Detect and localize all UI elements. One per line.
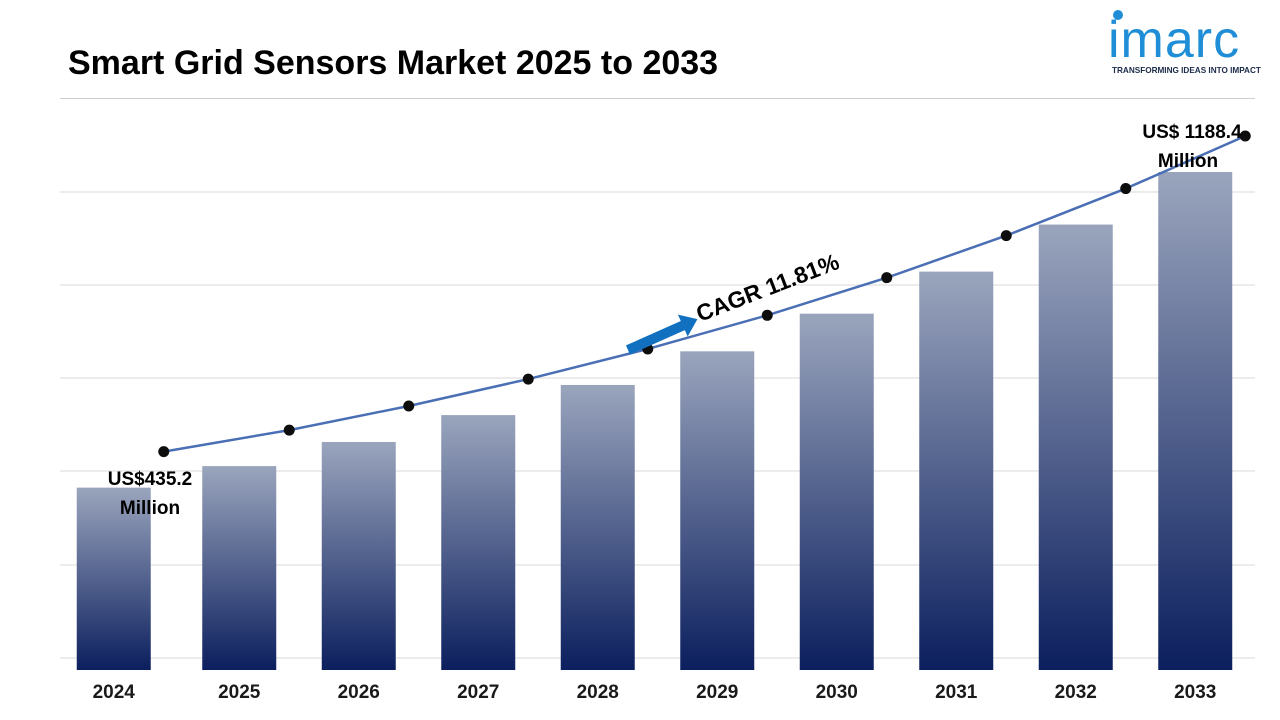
trend-point-2025 (283, 424, 295, 436)
title-divider (60, 98, 1255, 99)
page-title: Smart Grid Sensors Market 2025 to 2033 (68, 44, 719, 82)
logo-tagline: TRANSFORMING IDEAS INTO IMPACT (1112, 66, 1261, 75)
x-tick-label: 2030 (816, 682, 858, 703)
x-tick-label: 2025 (218, 682, 261, 703)
trend-point-2024 (158, 446, 170, 458)
arrow-shape (625, 314, 698, 355)
start-value-unit: Million (120, 498, 180, 519)
trend-line (163, 134, 1246, 453)
bar-2024 (76, 487, 151, 670)
trend-point-2030 (881, 272, 893, 284)
bar-2033 (1158, 172, 1233, 670)
trend-point-2031 (1000, 230, 1012, 242)
x-tick-label: 2028 (577, 682, 619, 703)
bar-2031 (919, 271, 994, 670)
bar-2030 (799, 313, 874, 670)
x-axis-ticks: 2024 2025 2026 2027 2028 2029 2030 2031 2032 2033 (93, 682, 1217, 703)
x-tick-label: 2029 (696, 682, 738, 703)
bars (76, 172, 1233, 670)
trend-point-2033 (1239, 130, 1251, 142)
end-value-unit: Million (1158, 151, 1218, 172)
x-tick-label: 2026 (338, 682, 380, 703)
x-tick-label: 2031 (935, 682, 978, 703)
bar-2029 (680, 351, 755, 670)
x-tick-label: 2024 (93, 682, 136, 703)
bar-2027 (441, 415, 516, 670)
x-tick-label: 2027 (457, 682, 499, 703)
bar-2025 (202, 466, 277, 670)
start-value-label: US$435.2 (108, 469, 193, 490)
bar-2032 (1038, 224, 1113, 670)
bar-2026 (321, 441, 396, 670)
cagr-arrow-icon (625, 314, 698, 355)
trend-point-2029 (761, 309, 773, 321)
end-value-label: US$ 1188.4 (1142, 122, 1242, 143)
trend-point-2032 (1120, 183, 1132, 195)
x-tick-label: 2033 (1174, 682, 1216, 703)
trend-point-2027 (522, 373, 534, 385)
trend-line-group (158, 130, 1251, 458)
imarc-logo: imarc TRANSFORMING IDEAS INTO IMPACT (1108, 4, 1276, 80)
logo-wordmark: imarc (1108, 11, 1241, 69)
bar-2028 (560, 384, 635, 670)
trend-point-2026 (403, 400, 415, 412)
logo-dot (1113, 10, 1123, 20)
x-tick-label: 2032 (1055, 682, 1097, 703)
